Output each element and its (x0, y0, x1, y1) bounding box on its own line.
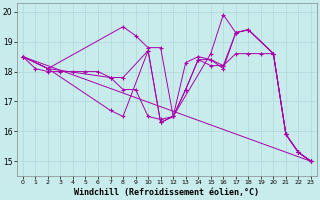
X-axis label: Windchill (Refroidissement éolien,°C): Windchill (Refroidissement éolien,°C) (74, 188, 260, 197)
